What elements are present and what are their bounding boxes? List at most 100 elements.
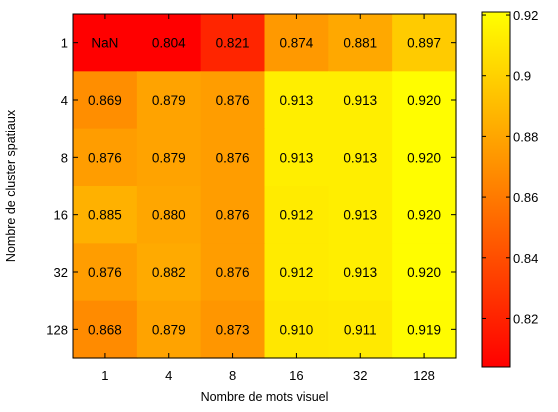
heatmap-cell (328, 71, 393, 130)
heatmap-cell (328, 186, 393, 244)
heatmap-cell (136, 14, 202, 72)
cell-label: 0.873 (216, 322, 250, 337)
heatmap-cell (136, 186, 202, 244)
heatmap-cell (264, 71, 329, 130)
heatmap-cell (136, 71, 202, 130)
cell-label: 0.881 (343, 36, 377, 51)
y-tick-label: 32 (54, 265, 68, 280)
heatmap-cell (264, 14, 329, 72)
cell-label: 0.821 (216, 36, 250, 51)
cell-labels: NaN 0.804 0.821 0.874 0.881 0.897 0.869 0.879 0.… (88, 36, 441, 338)
cell-label: 0.919 (407, 322, 441, 337)
cell-label: 0.910 (280, 322, 314, 337)
heatmap-cell (200, 14, 266, 72)
cell-label: 0.879 (152, 93, 186, 108)
x-tick-label: 16 (289, 368, 303, 383)
plot-frame (72, 13, 457, 359)
cell-label: 0.897 (407, 36, 441, 51)
heatmap-cell (73, 14, 138, 72)
cell-label: 0.913 (343, 150, 377, 165)
heatmap-cell (73, 186, 138, 244)
y-axis-title: Nombre de cluster spatiaux (4, 109, 18, 262)
colorbar-tick-label: 0.84 (513, 251, 538, 266)
cell-label: 0.913 (343, 265, 377, 280)
heatmap-cells (73, 14, 457, 359)
x-tick-label: 4 (165, 368, 172, 383)
y-tick-label: 1 (61, 36, 68, 51)
cell-label: 0.876 (216, 93, 250, 108)
cell-label: 0.879 (152, 322, 186, 337)
y-tick-label: 8 (61, 150, 68, 165)
colorbar-tick-label: 0.82 (513, 311, 538, 326)
x-axis-ticks: 1 4 8 16 32 128 (101, 14, 435, 383)
heatmap-cell (328, 300, 393, 359)
cell-label: NaN (91, 36, 118, 51)
colorbar (481, 11, 511, 368)
cell-label: 0.876 (216, 265, 250, 280)
heatmap-cell (200, 71, 266, 130)
heatmap-cell (200, 300, 266, 359)
heatmap-cell (136, 300, 202, 359)
heatmap-cell (73, 71, 138, 130)
cell-label: 0.920 (407, 150, 441, 165)
colorbar-tick-label: 0.86 (513, 190, 538, 205)
heatmap-cell (392, 300, 457, 359)
heatmap-cell (264, 243, 329, 302)
cell-label: 0.913 (343, 208, 377, 223)
heatmap-cell (200, 186, 266, 244)
cell-label: 0.920 (407, 208, 441, 223)
heatmap-cell (264, 300, 329, 359)
cell-label: 0.804 (152, 36, 186, 51)
cell-label: 0.920 (407, 93, 441, 108)
cell-label: 0.885 (88, 208, 122, 223)
cell-label: 0.912 (280, 265, 314, 280)
y-axis-ticks: 1 4 8 16 32 128 (46, 36, 456, 337)
cell-label: 0.876 (216, 150, 250, 165)
heatmap-cell (392, 186, 457, 244)
heatmap-cell (200, 243, 266, 302)
heatmap-cell (392, 128, 457, 187)
cell-label: 0.882 (152, 265, 186, 280)
heatmap-cell (200, 128, 266, 187)
cell-label: 0.912 (280, 208, 314, 223)
colorbar-ticks: 0.82 0.84 0.86 0.88 0.9 0.92 (482, 8, 538, 326)
cell-label: 0.876 (88, 265, 122, 280)
heatmap-cell (392, 243, 457, 302)
heatmap-cell (73, 243, 138, 302)
heatmap-cell (136, 128, 202, 187)
cell-label: 0.911 (344, 322, 377, 337)
cell-label: 0.879 (152, 150, 186, 165)
colorbar-tick-label: 0.9 (513, 69, 531, 84)
cell-label: 0.913 (343, 93, 377, 108)
colorbar-tick-label: 0.92 (513, 8, 538, 23)
cell-label: 0.880 (152, 208, 186, 223)
cell-label: 0.869 (88, 93, 122, 108)
x-tick-label: 8 (229, 368, 236, 383)
y-tick-label: 128 (46, 322, 68, 337)
cell-label: 0.913 (280, 150, 314, 165)
heatmap-cell (136, 243, 202, 302)
x-axis-title: Nombre de mots visuel (201, 390, 329, 404)
y-tick-label: 4 (61, 93, 68, 108)
cell-label: 0.876 (216, 208, 250, 223)
x-tick-label: 32 (353, 368, 367, 383)
heatmap-cell (264, 128, 329, 187)
cell-label: 0.876 (88, 150, 122, 165)
cell-label: 0.920 (407, 265, 441, 280)
cell-label: 0.874 (280, 36, 314, 51)
heatmap-cell (264, 186, 329, 244)
colorbar-tick-label: 0.88 (513, 129, 538, 144)
cell-label: 0.913 (280, 93, 314, 108)
heatmap-cell (328, 243, 393, 302)
heatmap-cell (73, 128, 138, 187)
cell-label: 0.868 (88, 322, 122, 337)
heatmap-cell (392, 14, 457, 72)
y-tick-label: 16 (54, 208, 68, 223)
heatmap-cell (328, 14, 393, 72)
heatmap-cell (328, 128, 393, 187)
heatmap-cell (392, 71, 457, 130)
x-tick-label: 1 (101, 368, 108, 383)
x-tick-label: 128 (413, 368, 435, 383)
heatmap-cell (73, 300, 138, 359)
